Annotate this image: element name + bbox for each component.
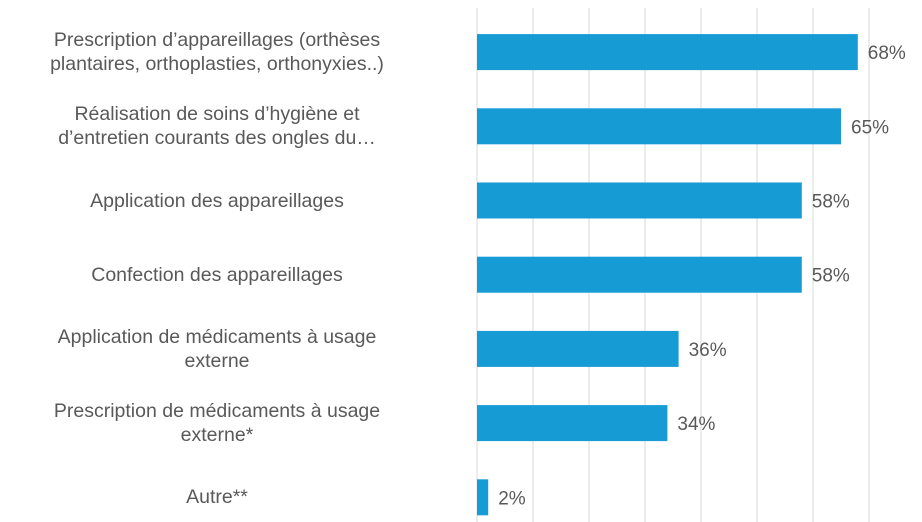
value-label: 58%	[812, 266, 850, 287]
value-label: 65%	[851, 117, 889, 138]
category-label: Prescription d’appareillages (orthèses p…	[50, 29, 384, 76]
category-label: Application des appareillages	[90, 189, 344, 212]
category-label: Application de médicaments à usage exter…	[57, 325, 377, 372]
bar	[477, 108, 841, 145]
value-label: 58%	[812, 192, 850, 213]
bar	[477, 182, 802, 219]
bar	[477, 330, 679, 367]
value-label: 68%	[868, 43, 906, 64]
category-label: Autre**	[186, 486, 248, 509]
value-label: 2%	[498, 488, 526, 509]
bar	[477, 256, 802, 293]
bar	[477, 405, 668, 442]
value-label: 36%	[689, 340, 727, 361]
bar	[477, 34, 858, 71]
category-label: Prescription de médicaments à usage exte…	[53, 400, 381, 447]
bar	[477, 479, 489, 516]
category-label: Confection des appareillages	[91, 263, 343, 286]
value-label: 34%	[677, 414, 715, 435]
category-label: Réalisation de soins d’hygiène et d’entr…	[58, 103, 376, 150]
